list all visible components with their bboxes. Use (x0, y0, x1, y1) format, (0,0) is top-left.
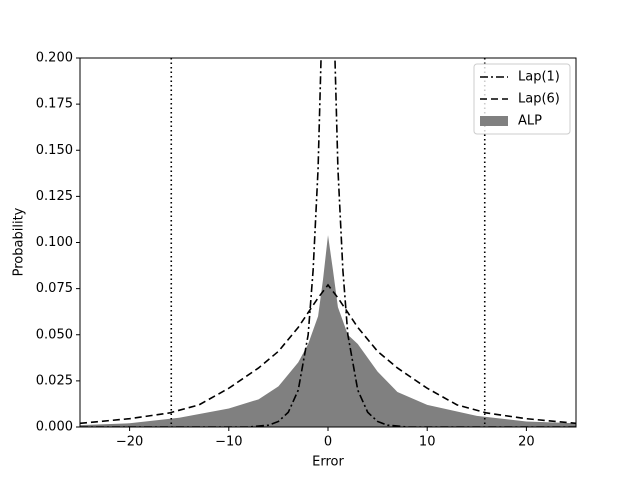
y-tick-label: 0.075 (36, 281, 73, 296)
y-tick-label: 0.200 (36, 51, 73, 66)
y-tick-label: 0.050 (36, 327, 73, 342)
y-axis-label: Probability (12, 207, 27, 276)
legend-label: Lap(1) (518, 70, 560, 85)
histogram-area (80, 235, 576, 427)
x-tick-label: 0 (324, 435, 332, 450)
line (80, 58, 576, 427)
y-tick-label: 0.150 (36, 143, 73, 158)
line (80, 283, 576, 425)
legend-label: Lap(6) (518, 92, 560, 107)
x-tick-label: −20 (116, 435, 143, 450)
y-tick-label: 0.100 (36, 235, 73, 250)
x-tick-label: 20 (518, 435, 535, 450)
x-tick-label: −10 (215, 435, 242, 450)
x-tick-label: 10 (419, 435, 436, 450)
legend-label: ALP (518, 114, 542, 129)
y-tick-label: 0.125 (36, 189, 73, 204)
plot-area (80, 58, 576, 427)
legend-swatch (480, 116, 508, 126)
y-tick-label: 0.175 (36, 97, 73, 112)
x-axis-label: Error (312, 455, 344, 470)
y-tick-label: 0.000 (36, 420, 73, 435)
y-tick-label: 0.025 (36, 373, 73, 388)
